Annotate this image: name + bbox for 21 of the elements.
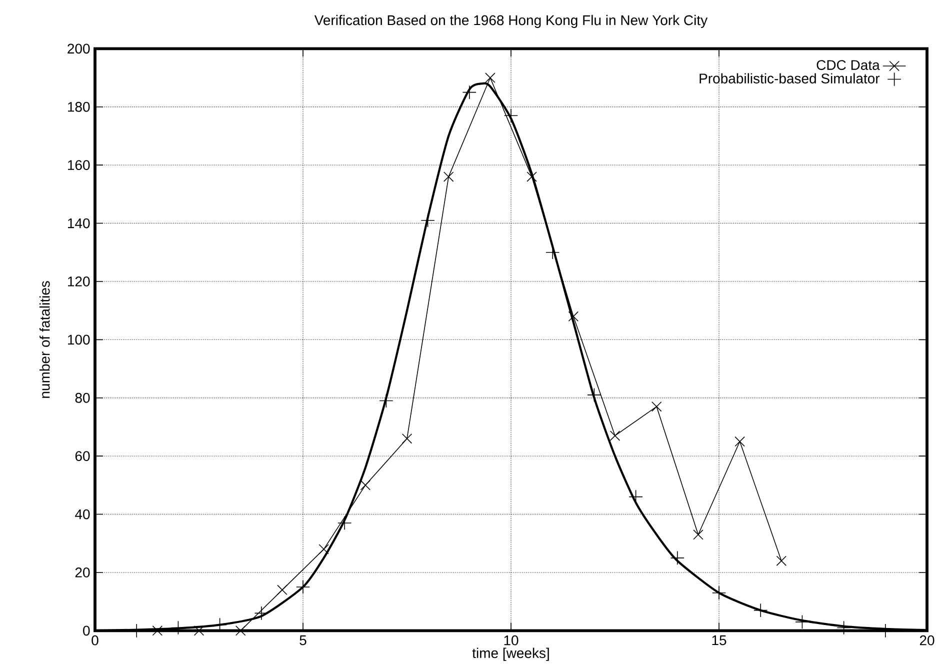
y-tick-label: 60 xyxy=(75,451,90,462)
legend-label: Probabilistic-based Simulator xyxy=(700,73,880,84)
x-tick-label: 10 xyxy=(504,635,518,646)
y-tick-label: 40 xyxy=(75,509,90,520)
y-tick-label: 120 xyxy=(68,276,90,286)
x-tick-label: 0 xyxy=(92,635,98,646)
y-tick-label: 0 xyxy=(83,626,90,636)
legend-label: CDC Data xyxy=(816,60,880,70)
y-tick-label: 200 xyxy=(68,44,90,54)
x-axis-title: time [weeks] xyxy=(472,648,549,661)
y-tick-label: 160 xyxy=(68,160,90,170)
y-tick-label: 20 xyxy=(75,568,90,578)
y-tick-label: 100 xyxy=(68,334,90,345)
y-tick-label: 140 xyxy=(68,218,90,228)
x-tick-label: 5 xyxy=(300,635,306,646)
x-tick-label: 20 xyxy=(920,635,934,646)
y-tick-label: 80 xyxy=(75,392,90,403)
chart-title: Verification Based on the 1968 Hong Kong Flu in New York City xyxy=(314,14,708,28)
y-tick-label: 180 xyxy=(68,102,90,112)
y-axis-title: number of fatalities xyxy=(40,281,50,398)
x-tick-label: 15 xyxy=(712,635,726,646)
